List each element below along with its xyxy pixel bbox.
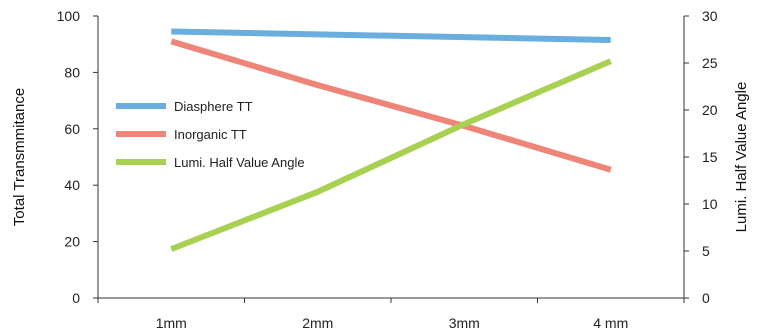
legend-label: Inorganic TT <box>174 127 247 142</box>
legend: Diasphere TT Inorganic TT Lumi. Half Value… <box>116 99 305 170</box>
left-y-axis: 0 20 40 60 80 100 <box>57 8 99 306</box>
x-tick-label: 2mm <box>302 315 333 331</box>
left-tick-label: 80 <box>64 64 80 80</box>
series-line-2 <box>170 58 612 252</box>
left-axis-title: Total Transmmitance <box>11 88 28 226</box>
left-tick-label: 40 <box>64 177 80 193</box>
right-tick-label: 30 <box>702 8 718 24</box>
left-tick-label: 0 <box>72 290 80 306</box>
left-tick-label: 20 <box>64 234 80 250</box>
left-tick-label: 60 <box>64 121 80 137</box>
x-tick-label: 4 mm <box>593 315 628 331</box>
left-tick-label: 100 <box>57 8 81 24</box>
right-tick-label: 15 <box>702 149 718 165</box>
legend-label: Diasphere TT <box>174 99 253 114</box>
right-y-axis: 0 5 10 15 20 25 30 <box>683 8 718 306</box>
x-tick-label: 3mm <box>449 315 480 331</box>
series-layer <box>170 28 612 252</box>
right-tick-label: 10 <box>702 196 718 212</box>
right-tick-label: 20 <box>702 102 718 118</box>
right-axis-title: Lumi. Half Value Angle <box>733 82 750 233</box>
right-tick-label: 0 <box>702 290 710 306</box>
legend-label: Lumi. Half Value Angle <box>174 155 305 170</box>
x-axis: 1mm 2mm 3mm 4 mm <box>97 297 685 331</box>
right-tick-label: 5 <box>702 243 710 259</box>
x-tick-label: 1mm <box>156 315 187 331</box>
right-tick-label: 25 <box>702 55 718 71</box>
series-line-0 <box>171 28 611 43</box>
series-line-1 <box>170 38 612 173</box>
